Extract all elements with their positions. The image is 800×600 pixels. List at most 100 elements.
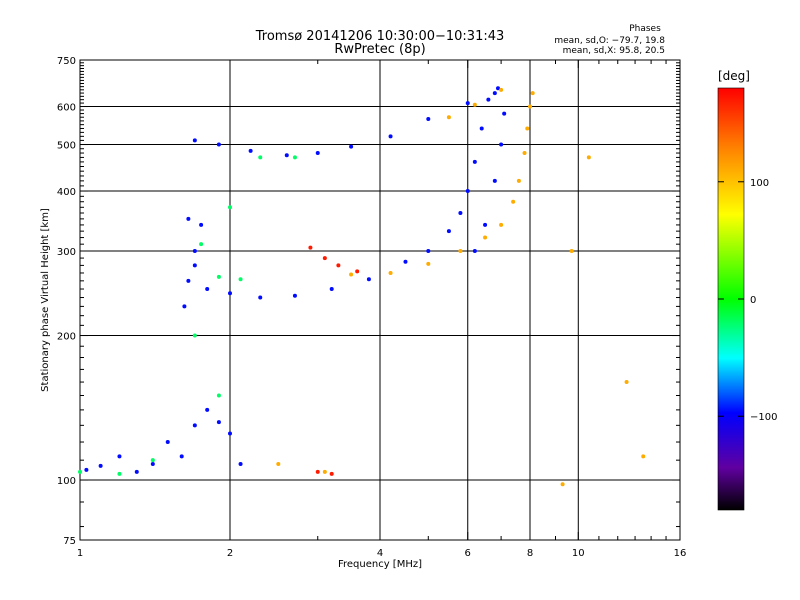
data-point: [499, 87, 504, 92]
data-point: [216, 142, 221, 147]
data-point: [349, 272, 354, 277]
data-point: [322, 256, 327, 261]
data-point: [228, 431, 232, 436]
data-point: [248, 148, 253, 153]
x-tick-label: 1: [77, 548, 83, 559]
x-tick-label: 2: [227, 548, 233, 559]
data-point: [276, 461, 281, 466]
data-point: [569, 249, 574, 254]
data-point: [458, 211, 463, 216]
data-point: [502, 111, 507, 116]
data-point: [179, 454, 184, 459]
colorbar-tick-label: −100: [750, 412, 777, 423]
data-point: [560, 482, 565, 487]
stats-x-line: mean, sd,X: 95.8, 20.5: [563, 46, 665, 56]
data-point: [238, 277, 243, 282]
data-point: [238, 461, 243, 466]
data-point: [511, 199, 516, 204]
data-point: [199, 242, 204, 247]
data-point: [150, 458, 155, 463]
x-tick-label: 10: [572, 548, 585, 559]
data-point: [479, 126, 484, 131]
data-point: [516, 178, 521, 183]
stats-header: Phases: [629, 24, 661, 34]
chart-title: Tromsø 20141206 10:30:00−10:31:43: [255, 29, 505, 44]
data-point: [165, 440, 170, 445]
y-tick-label: 200: [57, 332, 76, 343]
data-point: [205, 287, 210, 292]
x-tick-label: 8: [527, 548, 533, 559]
data-point: [98, 463, 103, 468]
data-point: [388, 270, 393, 275]
data-point: [322, 469, 327, 474]
data-point: [426, 249, 431, 254]
data-point: [292, 293, 297, 298]
data-point: [292, 155, 297, 160]
data-point: [78, 469, 82, 474]
data-point: [486, 97, 491, 102]
data-point: [483, 235, 488, 240]
colorbar-ticks: 100 0 −100: [718, 178, 777, 423]
data-point: [483, 222, 488, 227]
data-point: [472, 249, 477, 254]
data-point: [192, 263, 197, 268]
data-point: [329, 287, 334, 292]
data-point: [258, 295, 263, 300]
data-point: [329, 471, 334, 476]
data-point: [216, 420, 221, 425]
axis-ticks: [79, 59, 681, 540]
data-point: [284, 153, 289, 158]
data-point: [216, 274, 221, 279]
data-point: [117, 454, 122, 459]
data-point: [522, 151, 527, 156]
data-points: [78, 86, 646, 487]
data-point: [641, 454, 646, 459]
data-point: [117, 471, 122, 476]
y-tick-labels: 75 100 200 300 400 500 600 750: [57, 56, 76, 547]
data-point: [426, 261, 431, 266]
data-point: [315, 151, 320, 156]
y-tick-label: 750: [57, 56, 76, 67]
data-point: [528, 104, 532, 109]
y-axis-label: Stationary phase Virtual Height [km]: [40, 208, 51, 392]
y-tick-label: 600: [57, 103, 76, 114]
data-point: [192, 249, 197, 254]
data-point: [530, 91, 535, 96]
data-point: [355, 269, 360, 274]
data-point: [499, 222, 504, 227]
data-point: [495, 86, 500, 91]
colorbar-tick-label: 100: [750, 178, 769, 189]
data-point: [134, 469, 139, 474]
data-point: [446, 229, 451, 234]
data-point: [150, 461, 155, 466]
data-point: [458, 249, 463, 254]
data-point: [308, 245, 313, 250]
data-point: [192, 138, 197, 143]
data-point: [258, 155, 263, 160]
data-point: [205, 407, 210, 412]
data-point: [472, 102, 477, 107]
y-tick-label: 300: [57, 247, 76, 258]
data-point: [465, 189, 470, 194]
data-point: [499, 142, 504, 147]
data-point: [84, 467, 89, 472]
x-tick-label: 4: [377, 548, 383, 559]
colorbar-label: [deg]: [718, 69, 750, 83]
data-point: [525, 126, 530, 131]
x-axis-label: Frequency [MHz]: [338, 559, 422, 570]
data-point: [388, 134, 393, 139]
data-point: [186, 216, 191, 221]
data-point: [492, 91, 497, 96]
grid-lines: [80, 60, 680, 540]
data-point: [426, 117, 431, 122]
data-point: [216, 393, 221, 398]
data-point: [366, 277, 371, 282]
data-point: [492, 178, 497, 183]
colorbar-tick-label: 0: [750, 295, 756, 306]
data-point: [192, 423, 197, 428]
y-tick-label: 400: [57, 187, 76, 198]
x-tick-label: 16: [674, 548, 687, 559]
data-point: [199, 222, 204, 227]
data-point: [586, 155, 591, 160]
